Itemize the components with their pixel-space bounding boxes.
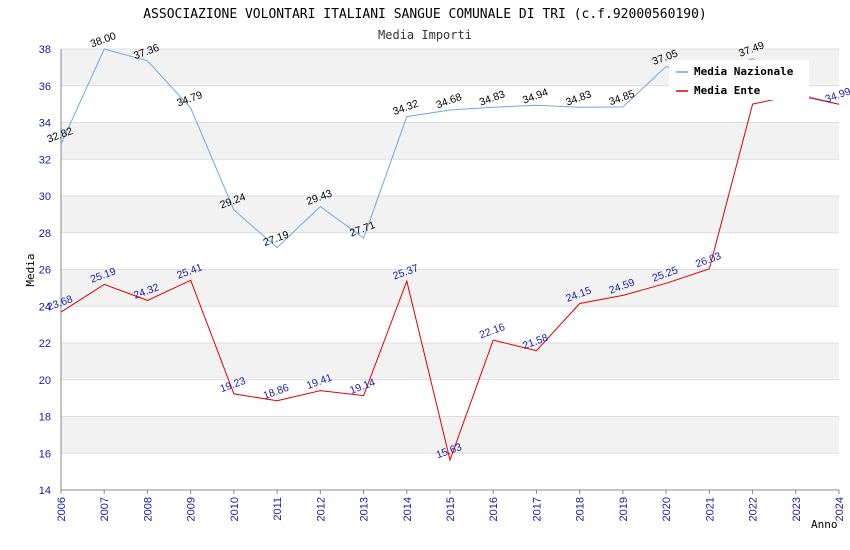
legend-box: [669, 60, 809, 100]
x-tick-label: 2018: [575, 497, 587, 521]
legend: Media Nazionale Media Ente: [669, 60, 809, 100]
legend-label-media-ente: Media Ente: [694, 84, 761, 97]
x-tick-label: 2016: [488, 497, 500, 521]
y-tick-label: 14: [39, 485, 51, 497]
legend-label-media-nazionale: Media Nazionale: [694, 65, 794, 78]
grid-band: [61, 306, 839, 343]
grid-band: [61, 379, 839, 417]
x-tick-label: 2020: [661, 497, 673, 521]
x-tick-label: 2017: [531, 497, 543, 521]
y-tick-label: 20: [39, 375, 51, 387]
chart-title: ASSOCIAZIONE VOLONTARI ITALIANI SANGUE C…: [143, 7, 707, 22]
grid-band: [61, 122, 839, 160]
x-tick-label: 2006: [56, 497, 68, 521]
y-axis-label: Media: [24, 253, 37, 286]
x-tick-label: 2007: [99, 497, 111, 521]
x-tick-label: 2023: [791, 497, 803, 521]
y-tick-label: 26: [39, 265, 51, 277]
y-tick-label: 18: [39, 412, 51, 424]
x-tick-label: 2008: [142, 497, 154, 521]
x-axis-label: Anno: [811, 518, 838, 531]
x-tick-label: 2021: [704, 497, 716, 521]
chart-subtitle: Media Importi: [378, 28, 472, 42]
grid-band: [61, 196, 839, 233]
grid-band: [61, 343, 839, 380]
grid-band: [61, 269, 839, 307]
x-tick-label: 2014: [402, 497, 414, 521]
grid-bands: [61, 49, 839, 490]
series-line-media-ente: [60, 94, 840, 462]
x-tick-label: 2012: [315, 497, 327, 521]
y-tick-label: 30: [39, 191, 51, 203]
y-tick-label: 34: [39, 118, 51, 130]
y-tick-label: 32: [39, 154, 51, 166]
x-tick-labels: 2006 2007 2008 2009 2010 2011 2012 2013 2014 2015…: [56, 497, 846, 521]
x-tick-label: 2009: [186, 497, 198, 521]
y-tick-label: 28: [39, 228, 51, 240]
x-tick-label: 2015: [445, 497, 457, 521]
data-label: 38.00: [89, 30, 118, 50]
x-tick-label: 2013: [359, 497, 371, 521]
x-tick-label: 2010: [229, 497, 241, 521]
y-tick-label: 36: [39, 81, 51, 93]
x-tick-label: 2011: [272, 497, 284, 521]
y-tick-label: 38: [39, 44, 51, 56]
y-tick-label: 24: [39, 301, 51, 313]
x-tick-label: 2019: [618, 497, 630, 521]
grid-band: [61, 232, 839, 270]
x-tick-label: 2024: [834, 497, 846, 521]
x-tick-label: 2022: [748, 497, 760, 521]
axes: [60, 49, 840, 494]
y-tick-label: 16: [39, 448, 51, 460]
y-tick-labels: 14 16 18 20 22 24 26 28 30 32 34 36 38: [39, 44, 51, 497]
y-tick-label: 22: [39, 338, 51, 350]
grid-band: [61, 416, 839, 454]
grid-band: [61, 159, 839, 196]
